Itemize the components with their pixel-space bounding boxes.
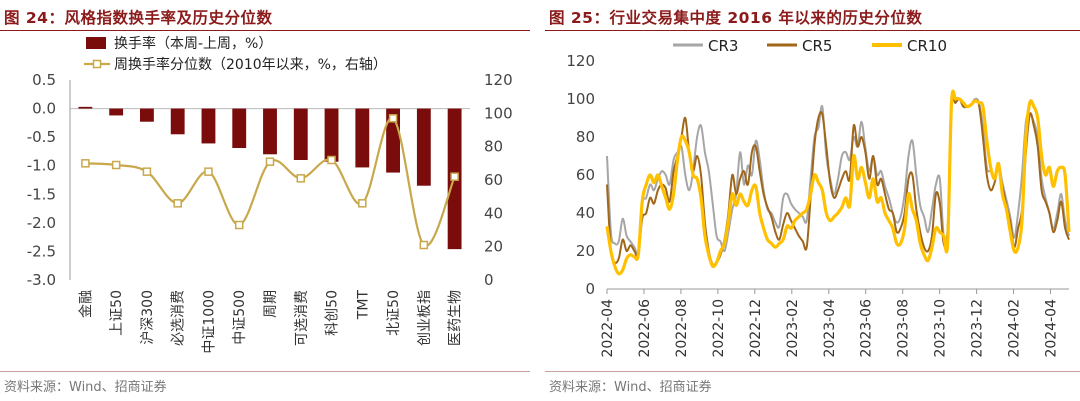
left-y-tick-label: -1.5 xyxy=(27,185,56,203)
right-chart-y-tick-label: 0 xyxy=(585,280,595,298)
right-y-tick-label: 0 xyxy=(484,271,494,289)
category-label: TMT xyxy=(355,290,371,321)
right-chart-x-tick-label: 2022-12 xyxy=(748,299,764,358)
right-chart-y-tick-label: 60 xyxy=(576,166,595,184)
category-label: 沪深300 xyxy=(140,290,156,345)
percentile-marker xyxy=(296,174,306,183)
legend-label-cr5: CR5 xyxy=(802,37,832,55)
turnover-change-bar xyxy=(293,108,308,160)
turnover-change-bar xyxy=(324,108,339,162)
series-line-cr10 xyxy=(605,89,1071,276)
left-y-tick-label: 0.0 xyxy=(32,100,56,118)
right-chart-x-tick-label: 2022-04 xyxy=(600,299,616,358)
right-chart-x-tick-label: 2023-10 xyxy=(933,299,949,358)
legend-label-cr3: CR3 xyxy=(708,37,738,55)
right-y-tick-label: 100 xyxy=(484,104,513,122)
right-chart-x-tick-label: 2023-04 xyxy=(822,299,838,358)
legend-label-cr10: CR10 xyxy=(907,37,947,55)
right-chart-x-tick-label: 2022-10 xyxy=(711,299,727,358)
left-y-tick-label: -3.0 xyxy=(27,271,56,289)
right-source-divider xyxy=(545,371,1080,372)
right-chart-y-tick-label: 40 xyxy=(576,204,595,222)
right-chart-title: 图 25：行业交易集中度 2016 年以来的历史分位数 xyxy=(549,9,923,27)
percentile-marker xyxy=(450,172,459,181)
right-chart-x-tick-label: 2023-08 xyxy=(896,299,912,358)
left-source-divider xyxy=(0,371,530,372)
series-line-cr5 xyxy=(606,95,1070,267)
right-chart-y-tick-label: 20 xyxy=(576,242,595,260)
turnover-change-bar xyxy=(109,108,124,116)
left-y-tick-label: 0.5 xyxy=(32,71,56,89)
legend-line-marker xyxy=(92,59,102,69)
category-label: 可选消费 xyxy=(294,290,310,346)
right-chart-x-tick-label: 2022-08 xyxy=(674,299,690,358)
right-y-tick-label: 80 xyxy=(484,138,503,156)
percentile-marker xyxy=(327,155,336,165)
turnover-change-bar xyxy=(263,108,277,155)
right-y-tick-label: 40 xyxy=(484,204,503,222)
category-label: 上证50 xyxy=(109,290,125,336)
percentile-marker xyxy=(358,199,367,208)
turnover-change-bar xyxy=(232,108,247,148)
percentile-marker xyxy=(111,160,121,170)
left-chart-panel: 图 24：风格指数换手率及历史分位数 0.5 0.0 -0.5 -1.0 -1.5 -2.… xyxy=(0,0,530,401)
right-title-divider xyxy=(545,30,1080,31)
turnover-change-bar xyxy=(416,108,431,186)
legend-line-label: 周换手率分位数（2010年以来，%，右轴） xyxy=(114,56,387,73)
turnover-change-bar xyxy=(201,108,216,144)
legend-bar-label: 换手率（本周-上周，%） xyxy=(114,35,272,52)
category-label: 医药生物 xyxy=(448,290,464,346)
percentile-marker xyxy=(265,157,275,166)
percentile-marker xyxy=(388,114,398,123)
right-chart-x-tick-label: 2024-02 xyxy=(1007,299,1023,358)
category-label: 必选消费 xyxy=(171,290,187,346)
percentile-marker xyxy=(81,159,90,168)
turnover-change-bar xyxy=(140,108,154,122)
left-chart-source: 资料来源：Wind、招商证券 xyxy=(4,380,167,395)
left-y-tick-label: -2.0 xyxy=(27,214,56,232)
right-chart-x-tick-label: 2023-02 xyxy=(785,299,801,358)
category-label: 周期 xyxy=(263,290,279,318)
right-y-tick-label: 60 xyxy=(484,171,503,189)
left-y-tick-label: -1.0 xyxy=(27,157,56,175)
legend-bar-swatch xyxy=(86,37,106,49)
category-label: 中证500 xyxy=(232,290,248,345)
right-y-tick-label: 20 xyxy=(484,238,503,256)
turnover-change-bar xyxy=(170,108,185,135)
right-chart-x-tick-label: 2023-06 xyxy=(859,299,875,358)
category-label: 创业板指 xyxy=(417,290,433,346)
percentile-marker xyxy=(234,220,244,230)
left-title-divider xyxy=(0,30,530,31)
right-chart-y-tick-label: 80 xyxy=(576,128,595,146)
category-label: 科创50 xyxy=(325,290,341,336)
right-chart-y-tick-label: 120 xyxy=(566,52,595,70)
right-y-tick-label: 120 xyxy=(484,71,513,89)
left-y-tick-label: -0.5 xyxy=(27,128,56,146)
right-chart-y-tick-label: 100 xyxy=(566,90,595,108)
category-label: 北证50 xyxy=(386,290,402,336)
right-chart-x-tick-label: 2022-06 xyxy=(637,299,653,358)
right-chart-x-tick-label: 2023-12 xyxy=(970,299,986,358)
percentile-marker xyxy=(419,240,429,250)
category-label: 金融 xyxy=(78,290,94,318)
right-chart-panel: 图 25：行业交易集中度 2016 年以来的历史分位数 120 100 80 60 40… xyxy=(545,0,1080,401)
percentile-marker xyxy=(204,167,213,176)
category-label: 中证1000 xyxy=(201,290,217,354)
right-chart-svg: 120 100 80 60 40 20 0 2022-04 2022-06 2022-08 2022… xyxy=(566,37,1071,358)
left-chart-svg: 0.5 0.0 -0.5 -1.0 -1.5 -2.0 -2.5 -3.0 120 100 80 60… xyxy=(27,35,513,354)
left-chart-title: 图 24：风格指数换手率及历史分位数 xyxy=(4,9,273,27)
turnover-change-bar xyxy=(78,106,93,109)
turnover-change-bar xyxy=(355,108,370,168)
right-chart-source: 资料来源：Wind、招商证券 xyxy=(549,380,712,395)
left-y-tick-label: -2.5 xyxy=(27,242,56,260)
right-chart-x-tick-label: 2024-04 xyxy=(1044,299,1060,358)
percentile-marker xyxy=(173,199,182,208)
percentile-marker xyxy=(142,167,152,176)
